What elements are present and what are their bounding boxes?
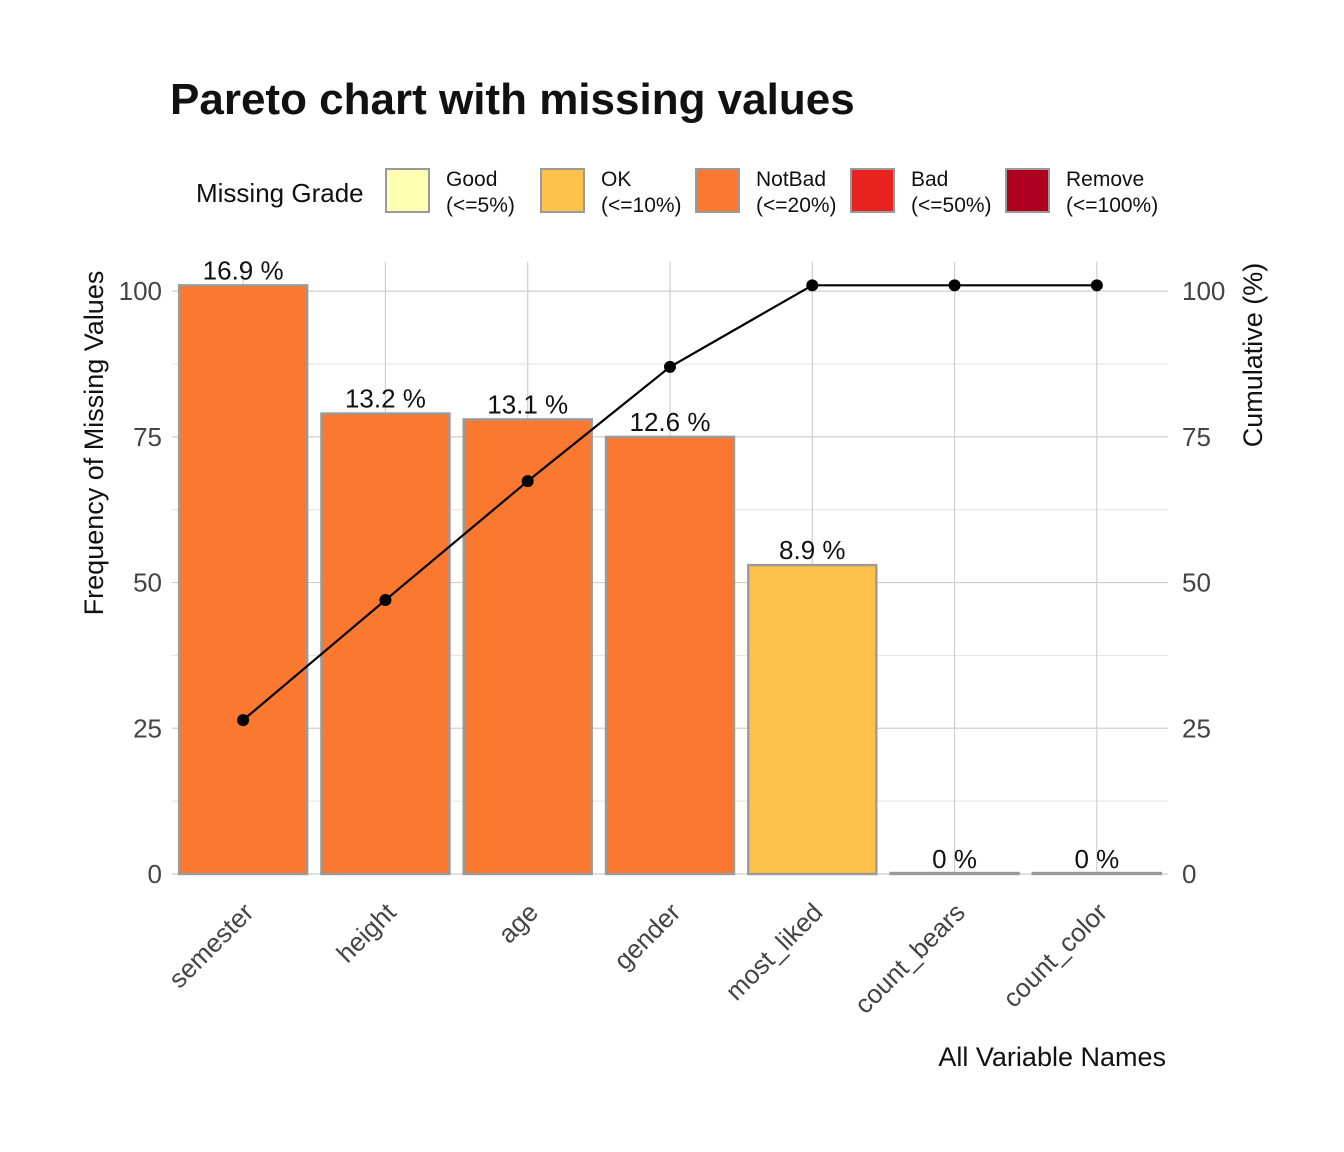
legend-sublabel-Good: (<=5%) (446, 194, 515, 217)
bar-label-semester: 16.9 % (203, 255, 284, 285)
legend-item-Remove: Remove (<=100%) (1005, 168, 1158, 217)
legend-item-Bad: Bad (<=50%) (850, 168, 992, 217)
y2-tick-label: 25 (1182, 713, 1211, 743)
x-tick-label-height: height (330, 896, 402, 968)
x-tick-label-most_liked: most_liked (719, 897, 828, 1006)
cumulative-point-most_liked (806, 279, 819, 292)
legend-label-Bad: Bad (911, 168, 948, 191)
bar-age (462, 418, 593, 876)
legend-sublabel-Remove: (<=100%) (1066, 194, 1158, 217)
bar-count_bears (889, 871, 1020, 876)
bar-label-count_color: 0 % (1074, 844, 1119, 874)
legend-sublabel-OK: (<=10%) (601, 194, 682, 217)
y-axis-ticks: 0 25 50 75 100 (119, 276, 162, 889)
bar-label-gender: 12.6 % (630, 407, 711, 437)
legend-item-OK: OK (<=10%) (540, 168, 682, 217)
legend: Missing Grade Good (<=5%) OK (<=10%) NotBad (… (196, 168, 1158, 217)
legend-item-Good: Good (<=5%) (385, 168, 515, 217)
y-tick-label: 25 (133, 713, 162, 743)
bar-most_liked (747, 563, 878, 876)
cumulative-line (237, 279, 1103, 727)
x-tick-label-gender: gender (608, 897, 687, 976)
bars (177, 284, 1163, 876)
x-axis-ticks: semester height age gender most_liked count_b… (163, 896, 1114, 1019)
legend-swatch-OK (540, 168, 585, 213)
x-tick-label-age: age (492, 897, 544, 949)
cumulative-point-count_color (1090, 279, 1103, 292)
y-axis-title: Frequency of Missing Values (79, 271, 109, 616)
cumulative-point-semester (237, 714, 250, 727)
y-tick-label: 75 (133, 422, 162, 452)
legend-swatch-Remove (1005, 168, 1050, 213)
chart-title: Pareto chart with missing values (170, 75, 855, 124)
x-tick-label-semester: semester (163, 897, 260, 994)
y2-tick-label: 50 (1182, 568, 1211, 598)
legend-label-Good: Good (446, 168, 497, 191)
legend-swatch-NotBad (695, 168, 740, 213)
bar-label-most_liked: 8.9 % (779, 535, 846, 565)
y2-tick-label: 100 (1182, 276, 1225, 306)
bar-label-age: 13.1 % (487, 389, 568, 419)
bar-label-count_bears: 0 % (932, 844, 977, 874)
legend-sublabel-Bad: (<=50%) (911, 194, 992, 217)
y-tick-label: 50 (133, 568, 162, 598)
legend-label-Remove: Remove (1066, 168, 1144, 191)
cumulative-point-gender (664, 360, 676, 373)
y2-axis-ticks: 0 25 50 75 100 (1182, 276, 1225, 889)
bar-gender (604, 435, 736, 876)
legend-swatch-Bad (850, 168, 895, 213)
bar-height (320, 412, 451, 876)
y2-axis-title: Cumulative (%) (1238, 263, 1268, 448)
cumulative-point-count_bears (948, 279, 961, 292)
legend-item-NotBad: NotBad (<=20%) (695, 168, 837, 217)
legend-sublabel-NotBad: (<=20%) (756, 194, 837, 217)
bar-count_color (1031, 871, 1163, 876)
y-tick-label: 0 (148, 859, 162, 889)
bar-semester (177, 284, 309, 876)
cumulative-point-age (521, 475, 534, 488)
x-tick-label-count_bears: count_bears (848, 897, 970, 1019)
legend-swatch-Good (385, 168, 430, 213)
legend-title: Missing Grade (196, 178, 364, 208)
legend-label-OK: OK (601, 168, 631, 191)
y-tick-label: 100 (119, 276, 162, 306)
cumulative-point-height (379, 594, 392, 607)
y2-tick-label: 0 (1182, 859, 1196, 889)
bar-labels: 16.9 % 13.2 % 13.1 % 12.6 % 8.9 % 0 % 0 % (203, 255, 1120, 874)
legend-label-NotBad: NotBad (756, 168, 826, 191)
y2-tick-label: 75 (1182, 422, 1211, 452)
x-axis-title: All Variable Names (938, 1042, 1166, 1072)
bar-label-height: 13.2 % (345, 384, 426, 414)
x-tick-label-count_color: count_color (997, 897, 1114, 1014)
